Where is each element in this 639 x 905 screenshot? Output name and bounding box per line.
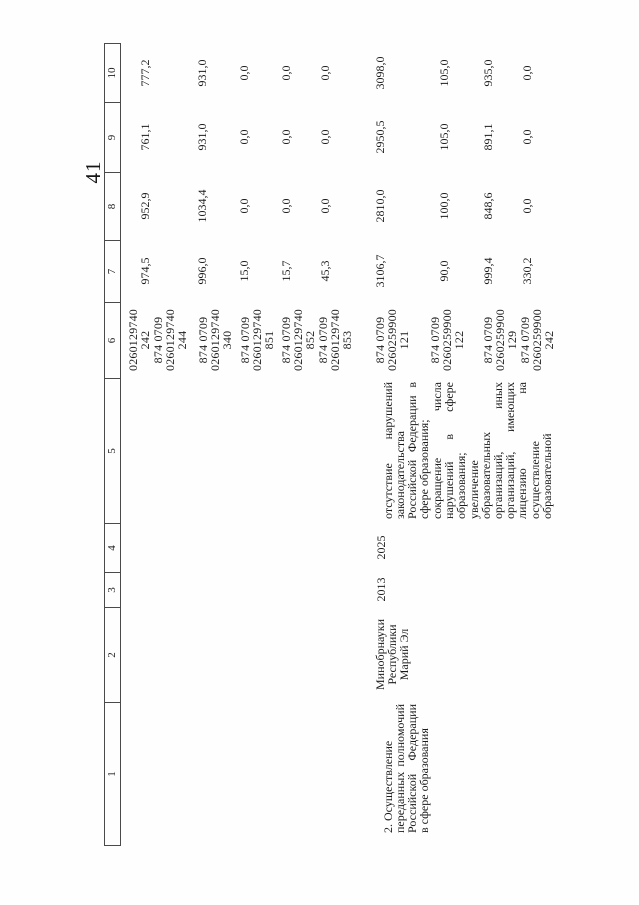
- expected-result-line: сфере образования;: [417, 419, 431, 519]
- header-col-9: 9: [105, 102, 120, 172]
- expected-result-line: лицензию на: [515, 382, 529, 519]
- header-col-4: 4: [105, 523, 120, 572]
- page-number: 41: [81, 160, 105, 184]
- budget-code-line: 853: [340, 330, 354, 350]
- value-col7: 3106,7: [373, 254, 387, 288]
- value-col9: 891,1: [481, 123, 495, 151]
- value-col7: 15,7: [279, 260, 293, 282]
- budget-code-line: 242: [542, 330, 556, 350]
- value-col10: 931,0: [195, 59, 209, 87]
- value-col9: 0,0: [520, 129, 534, 145]
- value-col10: 105,0: [437, 59, 451, 87]
- budget-code-line: 129: [505, 330, 519, 350]
- value-col10: 3098,0: [373, 56, 387, 90]
- value-col8: 952,9: [138, 192, 152, 220]
- header-col-10: 10: [106, 67, 118, 79]
- value-col7: 974,5: [138, 257, 152, 285]
- table-header-row: 1 2 3 4 5 6 7 8 9 10: [104, 43, 121, 846]
- item-title-line: в сфере образования: [417, 728, 431, 833]
- value-col8: 0,0: [520, 198, 534, 214]
- header-col-2: 2: [105, 607, 120, 702]
- expected-result-line: образования;: [454, 452, 468, 519]
- value-col8: 0,0: [237, 198, 251, 214]
- budget-code-line: 244: [175, 330, 189, 350]
- value-col7: 15,0: [237, 260, 251, 282]
- value-col10: 0,0: [237, 65, 251, 81]
- budget-code-line: 242: [138, 330, 152, 350]
- value-col8: 0,0: [279, 198, 293, 214]
- value-col8: 0,0: [318, 198, 332, 214]
- end-year: 2025: [374, 535, 388, 560]
- value-col8: 1034,4: [195, 189, 209, 223]
- header-col-3: 3: [105, 572, 120, 607]
- budget-code-line: 851: [262, 330, 276, 350]
- value-col9: 0,0: [279, 129, 293, 145]
- value-col10: 777,2: [138, 59, 152, 87]
- header-col-7: 7: [105, 240, 120, 302]
- value-col8: 848,6: [481, 192, 495, 220]
- budget-code-line: 122: [452, 330, 466, 350]
- value-col10: 0,0: [279, 65, 293, 81]
- value-col9: 761,1: [138, 123, 152, 151]
- value-col9: 931,0: [195, 123, 209, 151]
- budget-code-line: 121: [397, 330, 411, 350]
- value-col8: 2810,0: [373, 189, 387, 223]
- value-col7: 999,4: [481, 257, 495, 285]
- value-col7: 45,3: [318, 260, 332, 282]
- value-col7: 90,0: [437, 260, 451, 282]
- executor-line: Марий Эл: [397, 628, 411, 681]
- expected-result-line: образовательной: [540, 433, 554, 520]
- value-col10: 0,0: [318, 65, 332, 81]
- header-col-5: 5: [105, 378, 120, 523]
- value-col9: 0,0: [318, 129, 332, 145]
- value-col9: 2950,5: [373, 120, 387, 154]
- value-col10: 0,0: [520, 65, 534, 81]
- budget-code-line: 340: [220, 330, 234, 350]
- header-col-6: 6: [105, 302, 120, 378]
- value-col7: 330,2: [520, 257, 534, 285]
- value-col10: 935,0: [481, 59, 495, 87]
- header-col-1: 1: [105, 702, 120, 845]
- value-col7: 996,0: [195, 257, 209, 285]
- start-year: 2013: [374, 577, 388, 602]
- value-col9: 0,0: [237, 129, 251, 145]
- value-col8: 100,0: [437, 192, 451, 220]
- header-col-8: 8: [105, 172, 120, 240]
- budget-code-line: 852: [303, 330, 317, 350]
- value-col9: 105,0: [437, 123, 451, 151]
